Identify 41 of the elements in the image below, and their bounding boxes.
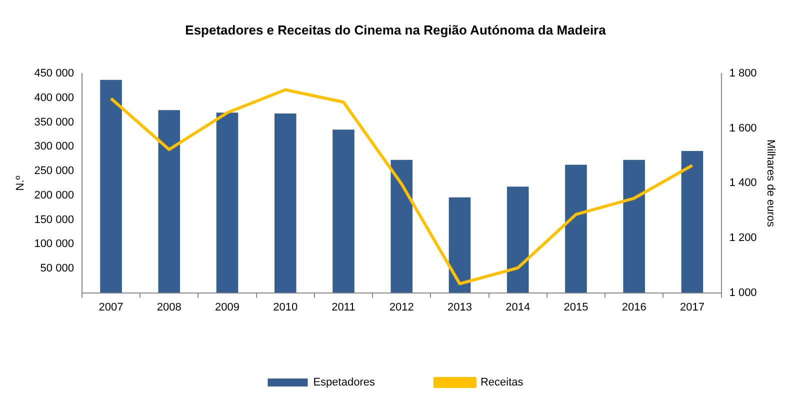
y-tick-label: 50 000 — [40, 262, 74, 274]
bar — [623, 160, 645, 293]
y2-tick-label: 1 200 — [729, 232, 757, 244]
y2-tick-label: 1 600 — [729, 122, 757, 134]
bar — [681, 151, 704, 293]
bar — [216, 112, 238, 293]
y2-axis-title: Milhares de euros — [764, 139, 776, 228]
x-tick-label: 2014 — [506, 301, 530, 314]
y-tick-label: 300 000 — [34, 140, 74, 153]
x-tick-label: 2008 — [156, 301, 182, 314]
bar — [274, 114, 296, 293]
y-tick-label: 100 000 — [34, 238, 74, 250]
y2-tick-label: 1 400 — [729, 177, 757, 190]
chart-title: Espetadores e Receitas do Cinema na Região Autónoma da Madeira — [185, 22, 607, 38]
y-tick-label: 250 000 — [34, 165, 74, 178]
bar — [448, 197, 471, 293]
y2-tick-label: 1 000 — [729, 286, 757, 299]
y-tick-label: 350 000 — [34, 116, 74, 128]
bar — [506, 186, 529, 293]
x-tick-label: 2010 — [273, 301, 298, 314]
x-tick-label: 2013 — [447, 301, 472, 314]
y-tick-label: 150 000 — [34, 214, 74, 226]
bar — [158, 110, 180, 293]
bar — [390, 160, 413, 293]
bar — [100, 80, 122, 293]
legend-label: Receitas — [480, 376, 524, 389]
y-tick-label: 200 000 — [34, 189, 74, 202]
bar — [565, 164, 587, 293]
x-tick-label: 2007 — [98, 301, 124, 314]
x-tick-label: 2009 — [215, 301, 240, 314]
legend-label: Espetadores — [313, 376, 376, 389]
y-axis-title: N.º — [14, 176, 27, 191]
y-tick-label: 400 000 — [34, 92, 74, 104]
x-tick-label: 2017 — [680, 301, 704, 314]
bar — [332, 130, 354, 293]
x-tick-label: 2012 — [389, 301, 414, 314]
y-tick-label: 450 000 — [34, 68, 74, 80]
x-tick-label: 2015 — [564, 301, 588, 314]
x-tick-label: 2011 — [332, 301, 356, 314]
x-tick-label: 2016 — [622, 301, 646, 314]
y2-tick-label: 1 800 — [729, 68, 757, 80]
